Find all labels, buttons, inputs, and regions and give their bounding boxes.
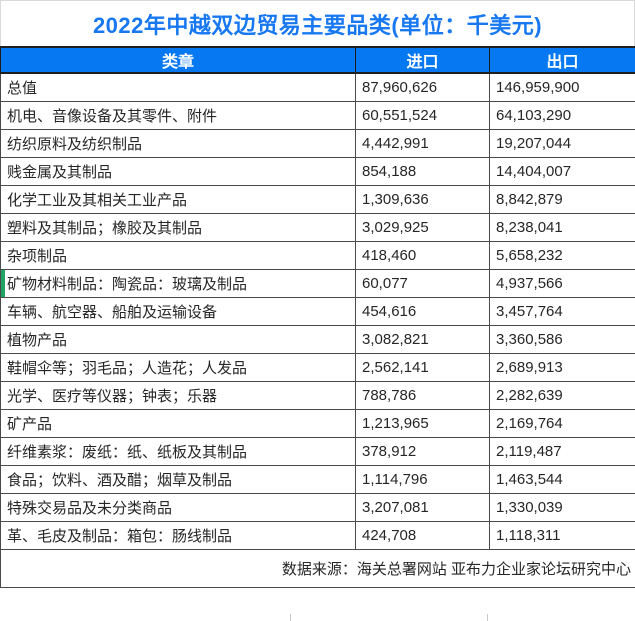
- table-row: 光学、医疗等仪器；钟表；乐器 788,786 2,282,639: [0, 380, 635, 410]
- table-row: 革、毛皮及制品：箱包：肠线制品 424,708 1,118,311: [0, 520, 635, 550]
- col-header-export: 出口: [489, 46, 635, 74]
- import-cell: 3,029,925: [355, 212, 490, 242]
- table-row: 食品；饮料、酒及醋；烟草及制品 1,114,796 1,463,544: [0, 464, 635, 494]
- category-cell: 食品；饮料、酒及醋；烟草及制品: [0, 464, 356, 494]
- table-row: 植物产品 3,082,821 3,360,586: [0, 324, 635, 354]
- import-cell: 788,786: [355, 380, 490, 410]
- import-cell: 1,114,796: [355, 464, 490, 494]
- category-cell: 机电、音像设备及其零件、附件: [0, 100, 356, 130]
- source-row: 数据来源：海关总署网站 亚布力企业家论坛研究中心: [0, 548, 635, 588]
- import-cell: 854,188: [355, 156, 490, 186]
- category-cell: 杂项制品: [0, 240, 356, 270]
- export-cell: 3,457,764: [489, 296, 635, 326]
- header-row: 类章 进口 出口: [0, 46, 635, 74]
- import-cell: 4,442,991: [355, 128, 490, 158]
- export-cell: 2,119,487: [489, 436, 635, 466]
- import-cell: 1,213,965: [355, 408, 490, 438]
- import-cell: 418,460: [355, 240, 490, 270]
- table-row: 杂项制品 418,460 5,658,232: [0, 240, 635, 270]
- category-cell: 总值: [0, 72, 356, 102]
- table-row: 纺织原料及纺织制品 4,442,991 19,207,044: [0, 128, 635, 158]
- source-note: 数据来源：海关总署网站 亚布力企业家论坛研究中心: [0, 548, 635, 588]
- col-header-category: 类章: [0, 46, 356, 74]
- category-cell: 矿产品: [0, 408, 356, 438]
- category-cell: 植物产品: [0, 324, 356, 354]
- table-row: 矿物材料制品：陶瓷品：玻璃及制品 60,077 4,937,566: [0, 268, 635, 298]
- table-body: 总值 87,960,626 146,959,900 机电、音像设备及其零件、附件…: [0, 72, 635, 550]
- export-cell: 2,282,639: [489, 380, 635, 410]
- import-cell: 424,708: [355, 520, 490, 550]
- page-title-text: 2022年中越双边贸易主要品类(单位：千美元): [92, 12, 543, 38]
- export-cell: 3,360,586: [489, 324, 635, 354]
- export-cell: 1,118,311: [489, 520, 635, 550]
- export-cell: 19,207,044: [489, 128, 635, 158]
- table-row: 鞋帽伞等；羽毛品；人造花；人发品 2,562,141 2,689,913: [0, 352, 635, 382]
- category-cell: 化学工业及其相关工业产品: [0, 184, 356, 214]
- gridline-stub: [487, 614, 488, 621]
- table-row: 塑料及其制品；橡胶及其制品 3,029,925 8,238,041: [0, 212, 635, 242]
- category-cell: 纤维素浆：废纸：纸、纸板及其制品: [0, 436, 356, 466]
- table-row: 矿产品 1,213,965 2,169,764: [0, 408, 635, 438]
- table-row: 总值 87,960,626 146,959,900: [0, 72, 635, 102]
- category-cell: 贱金属及其制品: [0, 156, 356, 186]
- table-row: 机电、音像设备及其零件、附件 60,551,524 64,103,290: [0, 100, 635, 130]
- export-cell: 2,689,913: [489, 352, 635, 382]
- import-cell: 454,616: [355, 296, 490, 326]
- export-cell: 14,404,007: [489, 156, 635, 186]
- category-cell: 塑料及其制品；橡胶及其制品: [0, 212, 356, 242]
- export-cell: 1,330,039: [489, 492, 635, 522]
- page-title: 2022年中越双边贸易主要品类(单位：千美元): [0, 0, 635, 46]
- export-cell: 5,658,232: [489, 240, 635, 270]
- import-cell: 3,207,081: [355, 492, 490, 522]
- export-cell: 64,103,290: [489, 100, 635, 130]
- export-cell: 1,463,544: [489, 464, 635, 494]
- category-cell: 矿物材料制品：陶瓷品：玻璃及制品: [0, 268, 356, 298]
- category-cell: 特殊交易品及未分类商品: [0, 492, 356, 522]
- table-row: 贱金属及其制品 854,188 14,404,007: [0, 156, 635, 186]
- trade-table: 类章 进口 出口 总值 87,960,626 146,959,900 机电、音像…: [0, 46, 635, 588]
- export-cell: 4,937,566: [489, 268, 635, 298]
- category-cell: 鞋帽伞等；羽毛品；人造花；人发品: [0, 352, 356, 382]
- category-cell: 车辆、航空器、船舶及运输设备: [0, 296, 356, 326]
- export-cell: 8,238,041: [489, 212, 635, 242]
- category-cell: 革、毛皮及制品：箱包：肠线制品: [0, 520, 356, 550]
- import-cell: 87,960,626: [355, 72, 490, 102]
- export-cell: 2,169,764: [489, 408, 635, 438]
- export-cell: 146,959,900: [489, 72, 635, 102]
- gridline-stub: [290, 614, 291, 621]
- import-cell: 2,562,141: [355, 352, 490, 382]
- col-header-import: 进口: [355, 46, 490, 74]
- import-cell: 60,551,524: [355, 100, 490, 130]
- export-cell: 8,842,879: [489, 184, 635, 214]
- category-cell: 纺织原料及纺织制品: [0, 128, 356, 158]
- category-cell: 光学、医疗等仪器；钟表；乐器: [0, 380, 356, 410]
- import-cell: 3,082,821: [355, 324, 490, 354]
- table-row: 车辆、航空器、船舶及运输设备 454,616 3,457,764: [0, 296, 635, 326]
- import-cell: 1,309,636: [355, 184, 490, 214]
- import-cell: 378,912: [355, 436, 490, 466]
- import-cell: 60,077: [355, 268, 490, 298]
- table-row: 化学工业及其相关工业产品 1,309,636 8,842,879: [0, 184, 635, 214]
- table-row: 特殊交易品及未分类商品 3,207,081 1,330,039: [0, 492, 635, 522]
- table-row: 纤维素浆：废纸：纸、纸板及其制品 378,912 2,119,487: [0, 436, 635, 466]
